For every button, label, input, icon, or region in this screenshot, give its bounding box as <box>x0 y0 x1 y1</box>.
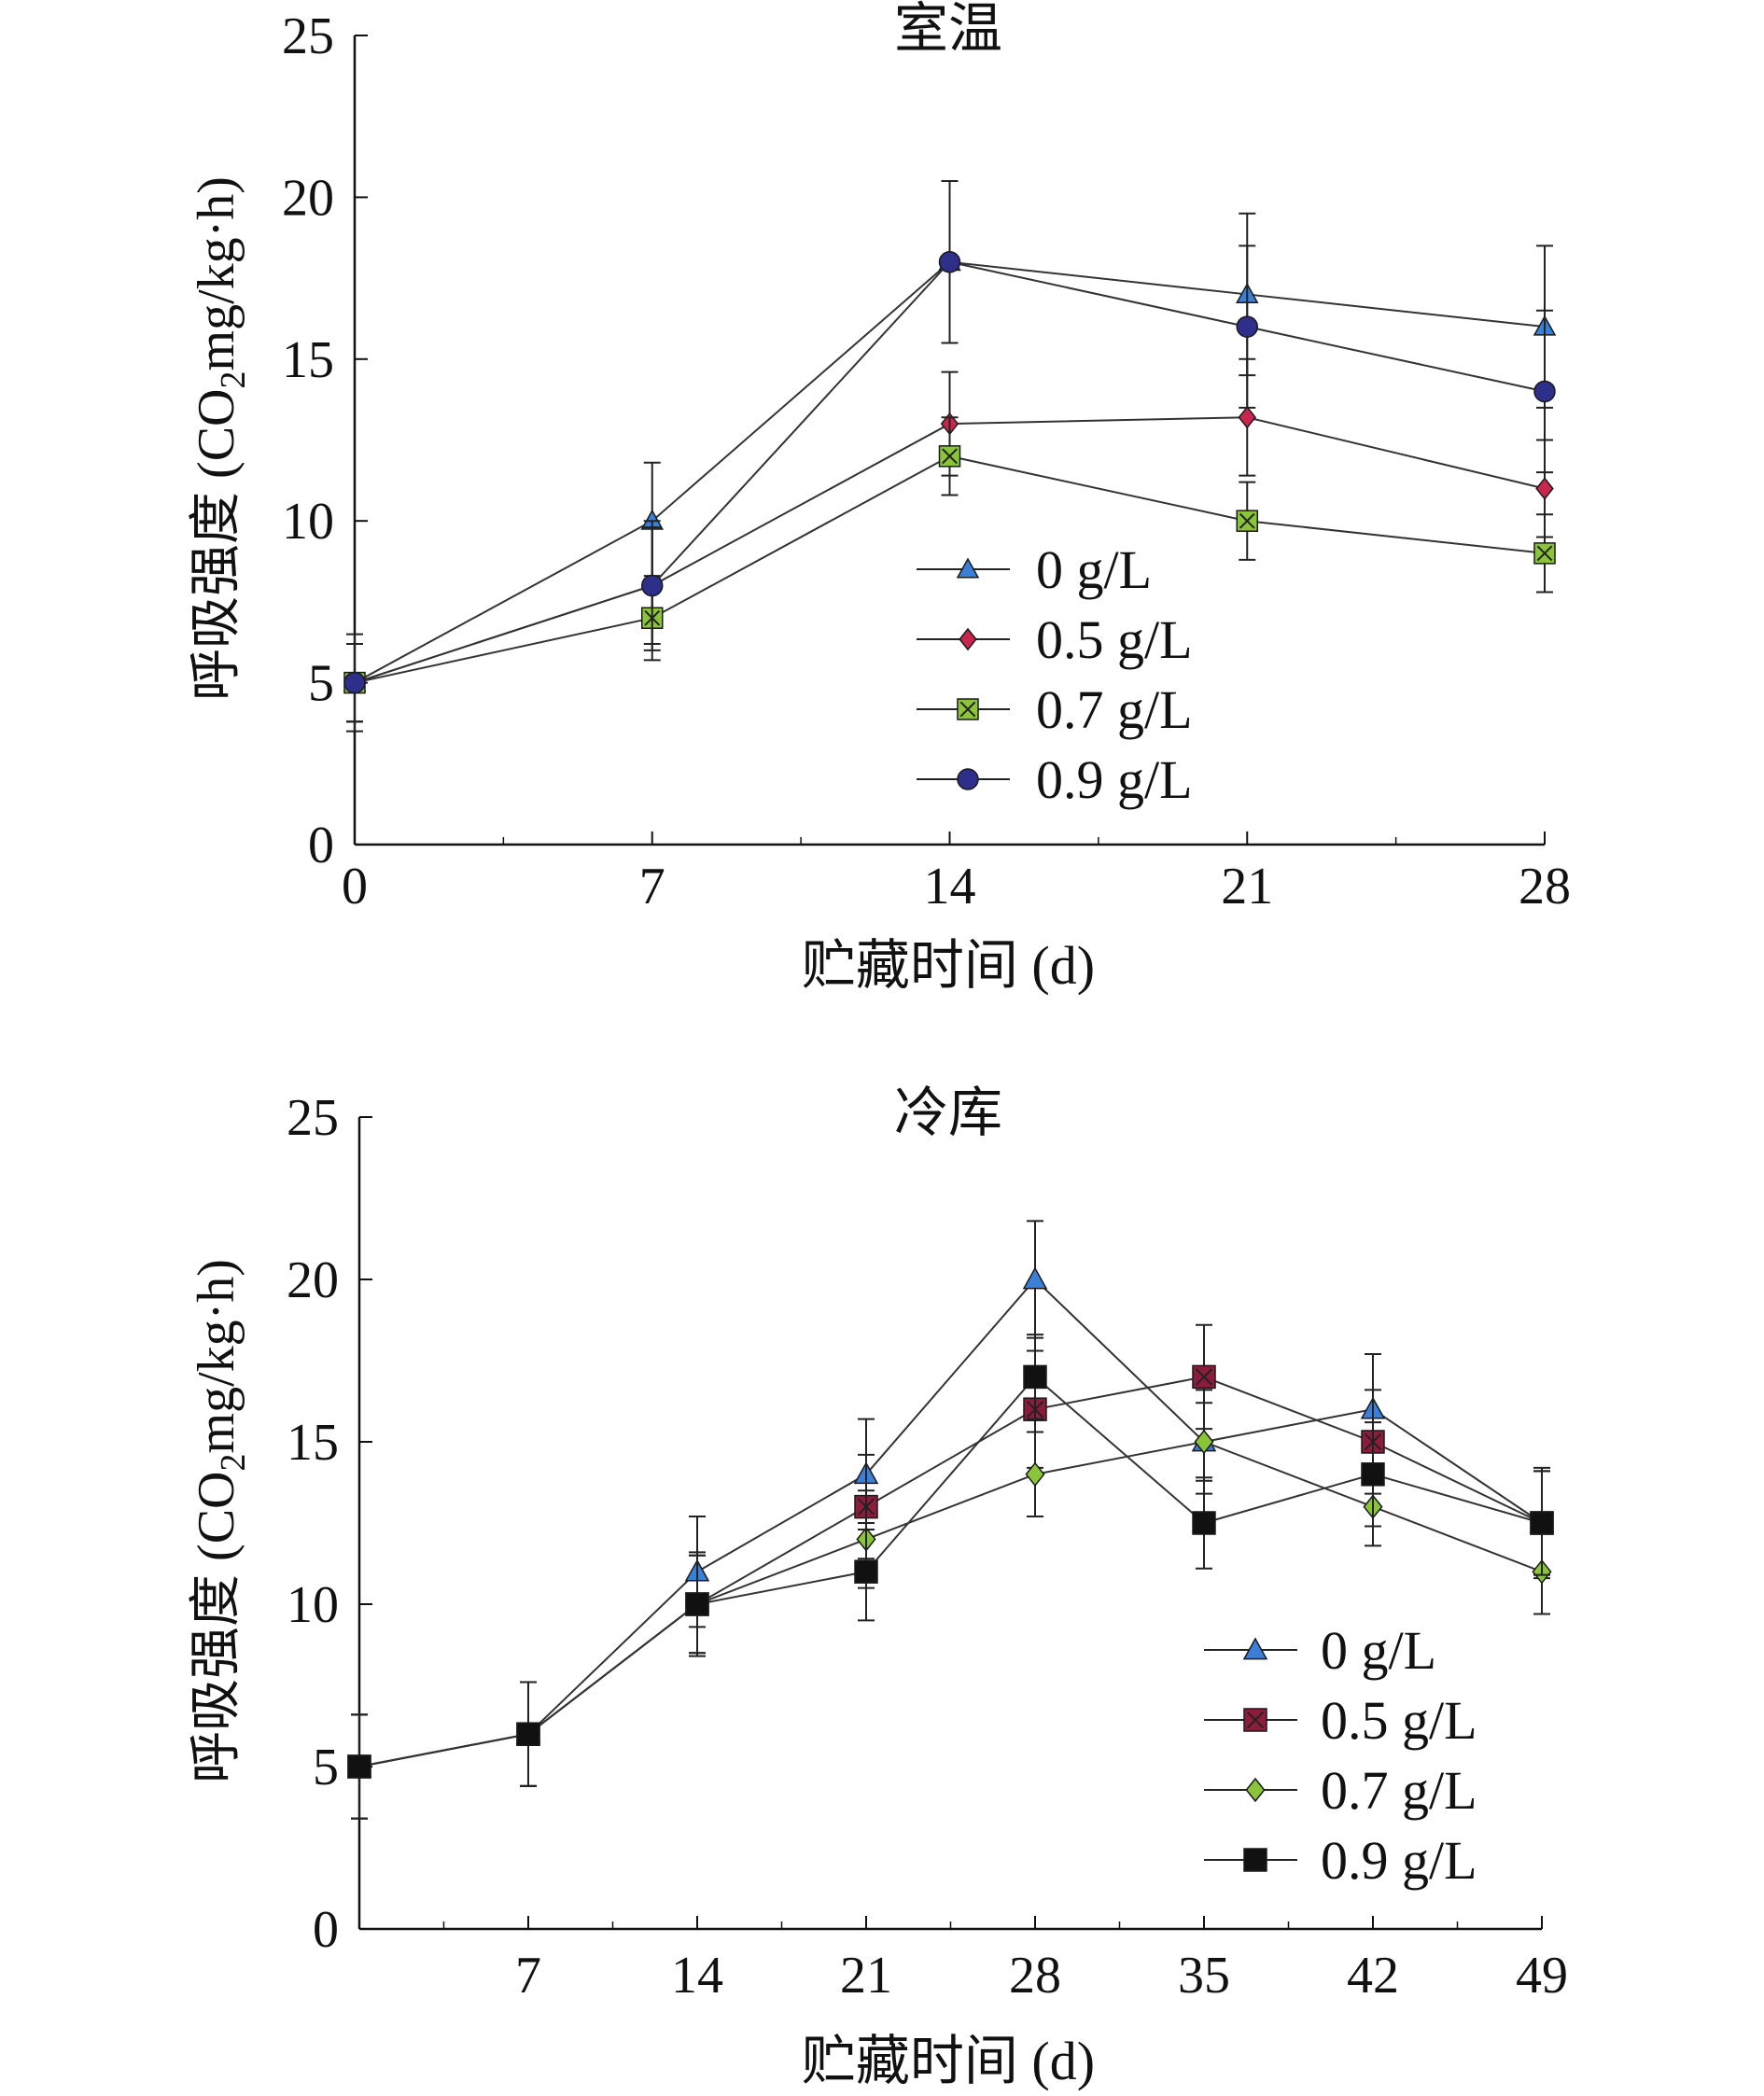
legend-label: 0.7 g/L <box>1321 1760 1477 1821</box>
axes: 0 5 10 15 20 25 7 14 21 28 35 42 49 <box>287 1089 1568 2005</box>
data-point <box>854 1559 878 1584</box>
x-tick-label: 35 <box>1178 1947 1230 2005</box>
y-tick-label: 20 <box>287 1251 339 1309</box>
legend-label: 0.5 g/L <box>1321 1690 1477 1751</box>
legend-entry: 0 g/L <box>917 539 1152 600</box>
data-point <box>1533 542 1556 565</box>
legend-label: 0 g/L <box>1321 1620 1436 1681</box>
data-point <box>1192 1364 1216 1390</box>
x-tick-label: 42 <box>1347 1947 1399 2005</box>
chart-room-temperature: 室温 呼吸强度 (CO2mg/kg·h) 贮藏时间 (d) 0 5 10 15 20 25… <box>188 0 1571 996</box>
legend-marker <box>1243 1708 1267 1732</box>
data-point <box>1025 1461 1045 1488</box>
marker-cross <box>942 448 958 465</box>
axes: 0 5 10 15 20 25 0 7 14 21 28 <box>282 7 1571 915</box>
x-tick-label: 28 <box>1519 858 1571 915</box>
y-tick-label: 20 <box>282 169 334 227</box>
data-point <box>1022 1266 1048 1290</box>
x-axis-label: 贮藏时间 (d) <box>802 935 1095 996</box>
y-tick-label: 25 <box>282 7 334 65</box>
x-tick-label: 14 <box>924 858 976 915</box>
series-0-5-g-L <box>345 357 1554 723</box>
series-layer <box>343 180 1557 733</box>
series-line <box>358 1375 1543 1768</box>
legend-label: 0.7 g/L <box>1036 679 1193 740</box>
legend-marker <box>957 698 979 720</box>
x-tick-label: 21 <box>840 1947 892 2005</box>
data-point <box>1530 1511 1554 1535</box>
data-point <box>1236 510 1258 532</box>
data-point <box>685 1592 709 1616</box>
legend-entry: 0.5 g/L <box>1204 1690 1477 1751</box>
x-tick-label: 7 <box>515 1947 541 2005</box>
data-point <box>1238 406 1257 429</box>
legend-label: 0.5 g/L <box>1036 609 1193 670</box>
legend-marker <box>957 768 979 790</box>
data-point <box>347 1754 371 1779</box>
legend-entry: 0.9 g/L <box>1204 1830 1477 1891</box>
legend-marker <box>959 627 977 651</box>
y-tick-label: 25 <box>287 1089 339 1147</box>
y-tick-label: 10 <box>282 493 334 551</box>
legend-label: 0.9 g/L <box>1321 1830 1477 1891</box>
legend: 0 g/L 0.5 g/L 0.7 g/L 0.9 g/L <box>1204 1620 1477 1891</box>
data-point <box>938 445 961 468</box>
y-tick-label: 5 <box>308 655 334 713</box>
y-tick-label: 0 <box>308 817 334 874</box>
data-point <box>1023 1364 1047 1390</box>
y-tick-label: 0 <box>313 1901 339 1959</box>
chart-title: 冷库 <box>894 1083 1002 1143</box>
marker-cross <box>959 701 976 718</box>
chart-title: 室温 <box>894 0 1002 59</box>
legend-marker <box>956 557 980 579</box>
y-tick-label: 15 <box>287 1414 339 1472</box>
legend-label: 0.9 g/L <box>1036 749 1193 810</box>
x-axis-label: 贮藏时间 (d) <box>802 2031 1095 2091</box>
marker-cross <box>1536 545 1553 562</box>
chart-cold-storage: 冷库 呼吸强度 (CO2mg/kg·h) 贮藏时间 (d) 0 5 10 15 20 25… <box>188 1083 1568 2091</box>
data-point <box>1194 1429 1214 1455</box>
marker-cross <box>1195 1368 1213 1386</box>
legend-entry: 0.9 g/L <box>917 749 1193 810</box>
data-point <box>938 251 961 273</box>
data-point <box>516 1722 540 1746</box>
series-layer <box>346 1220 1555 1820</box>
data-point <box>1533 380 1556 403</box>
data-point <box>641 574 664 597</box>
y-tick-label: 10 <box>287 1576 339 1634</box>
legend-entry: 0.5 g/L <box>917 609 1193 670</box>
legend-label: 0 g/L <box>1036 539 1152 600</box>
legend-entry: 0 g/L <box>1204 1620 1436 1681</box>
legend-marker <box>1243 1848 1267 1872</box>
legend-marker <box>1245 1777 1266 1803</box>
legend-entry: 0.7 g/L <box>1204 1760 1477 1821</box>
y-tick-label: 15 <box>282 331 334 389</box>
x-tick-label: 14 <box>671 1947 723 2005</box>
data-point <box>1236 315 1258 338</box>
series-line <box>358 1278 1543 1768</box>
x-tick-label: 49 <box>1516 1947 1568 2005</box>
legend-entry: 0.7 g/L <box>917 679 1193 740</box>
marker-cross <box>1239 512 1255 529</box>
marker-cross <box>1246 1711 1265 1729</box>
y-axis-label: 呼吸强度 (CO2mg/kg·h) <box>188 176 253 701</box>
legend-marker <box>1242 1637 1268 1660</box>
x-tick-label: 28 <box>1009 1947 1061 2005</box>
data-point <box>1361 1462 1385 1487</box>
series-0-9-g-L <box>347 1334 1554 1820</box>
data-point <box>343 671 366 694</box>
x-tick-label: 0 <box>342 858 368 915</box>
data-point <box>1535 477 1554 500</box>
data-point <box>1192 1511 1216 1535</box>
x-tick-label: 7 <box>639 858 665 915</box>
legend: 0 g/L 0.5 g/L 0.7 g/L 0.9 g/L <box>917 539 1193 810</box>
series-0-9-g-L <box>343 180 1556 733</box>
y-axis-label: 呼吸强度 (CO2mg/kg·h) <box>188 1259 253 1783</box>
y-tick-label: 5 <box>313 1739 339 1796</box>
x-tick-label: 21 <box>1221 858 1273 915</box>
